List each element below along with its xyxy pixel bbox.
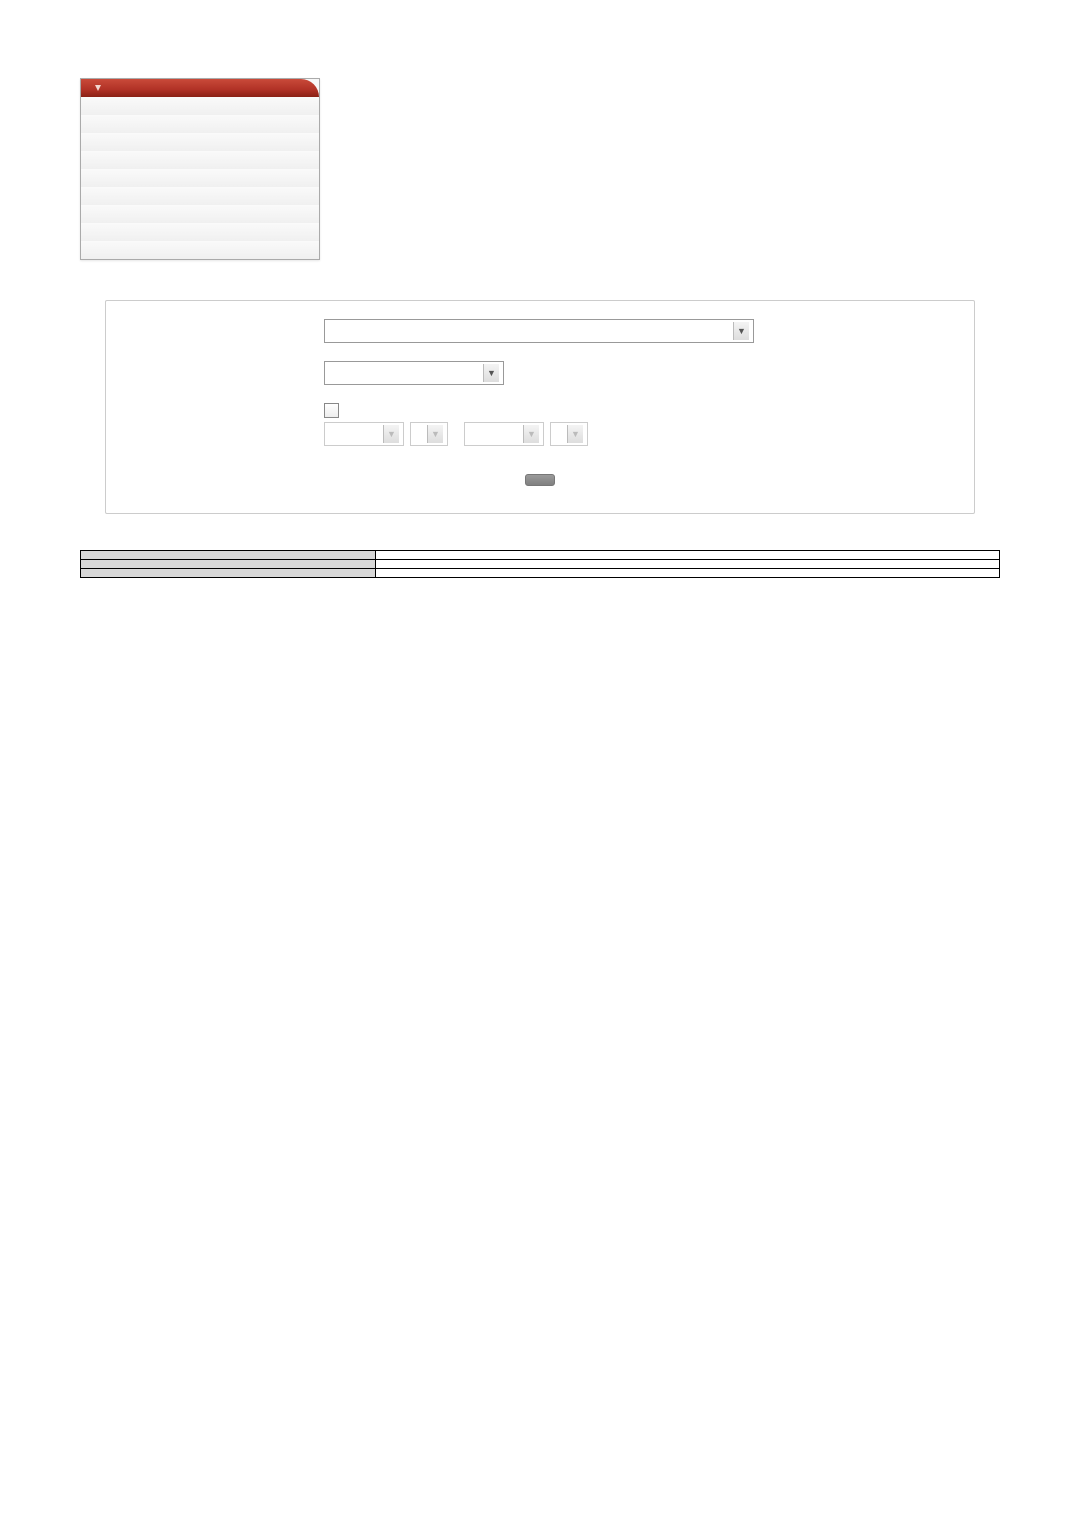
- row-daylight-savings: ▼ ▼ ▼ ▼: [124, 403, 956, 446]
- chevron-down-icon: ▼: [523, 425, 539, 443]
- label-set-time-zone: [124, 330, 324, 332]
- table-row: [81, 560, 1000, 569]
- spec-key: [81, 560, 376, 569]
- row-server-address: ▼: [124, 361, 956, 385]
- sidebar-item-statistics[interactable]: [81, 241, 319, 259]
- row-set-time-zone: ▼: [124, 319, 956, 343]
- spec-value: [376, 551, 1000, 560]
- chevron-down-icon: ▼: [383, 425, 399, 443]
- sidebar-header[interactable]: [81, 79, 319, 97]
- enable-function-row: [324, 403, 588, 418]
- chevron-down-icon: ▼: [483, 364, 499, 382]
- save-row: [124, 472, 956, 491]
- from-day-select[interactable]: ▼: [410, 422, 448, 446]
- from-month-select[interactable]: ▼: [324, 422, 404, 446]
- table-row: [81, 569, 1000, 578]
- top-section: [80, 78, 1000, 260]
- spec-key: [81, 569, 376, 578]
- sidebar-item-active-dhcp-client[interactable]: [81, 223, 319, 241]
- spec-key: [81, 551, 376, 560]
- time-zone-select[interactable]: ▼: [324, 319, 754, 343]
- time-server-select[interactable]: ▼: [324, 361, 504, 385]
- spec-value: [376, 569, 1000, 578]
- spec-table: [80, 550, 1000, 578]
- spec-value: [376, 560, 1000, 569]
- daylight-controls: ▼ ▼ ▼ ▼: [324, 403, 588, 446]
- time-zone-panel: ▼ ▼ ▼ ▼: [105, 300, 975, 514]
- admin-sidebar: [80, 78, 320, 260]
- chevron-down-icon: ▼: [427, 425, 443, 443]
- label-daylight-savings: [124, 403, 324, 417]
- sidebar-item-backup-restore[interactable]: [81, 151, 319, 169]
- chevron-down-icon: ▼: [567, 425, 583, 443]
- sidebar-item-upgrade[interactable]: [81, 169, 319, 187]
- chevron-down-icon: ▼: [733, 322, 749, 340]
- label-server-address: [124, 372, 324, 374]
- to-day-select[interactable]: ▼: [550, 422, 588, 446]
- to-month-select[interactable]: ▼: [464, 422, 544, 446]
- sidebar-item-time-zone[interactable]: [81, 97, 319, 115]
- daylight-range-row: ▼ ▼ ▼ ▼: [324, 422, 588, 446]
- sidebar-item-restart[interactable]: [81, 187, 319, 205]
- enable-function-checkbox[interactable]: [324, 403, 339, 418]
- sidebar-item-remote-access[interactable]: [81, 133, 319, 151]
- table-row: [81, 551, 1000, 560]
- save-settings-button[interactable]: [525, 474, 555, 486]
- sidebar-item-password[interactable]: [81, 115, 319, 133]
- chevron-down-icon: [95, 85, 101, 91]
- sidebar-item-logs[interactable]: [81, 205, 319, 223]
